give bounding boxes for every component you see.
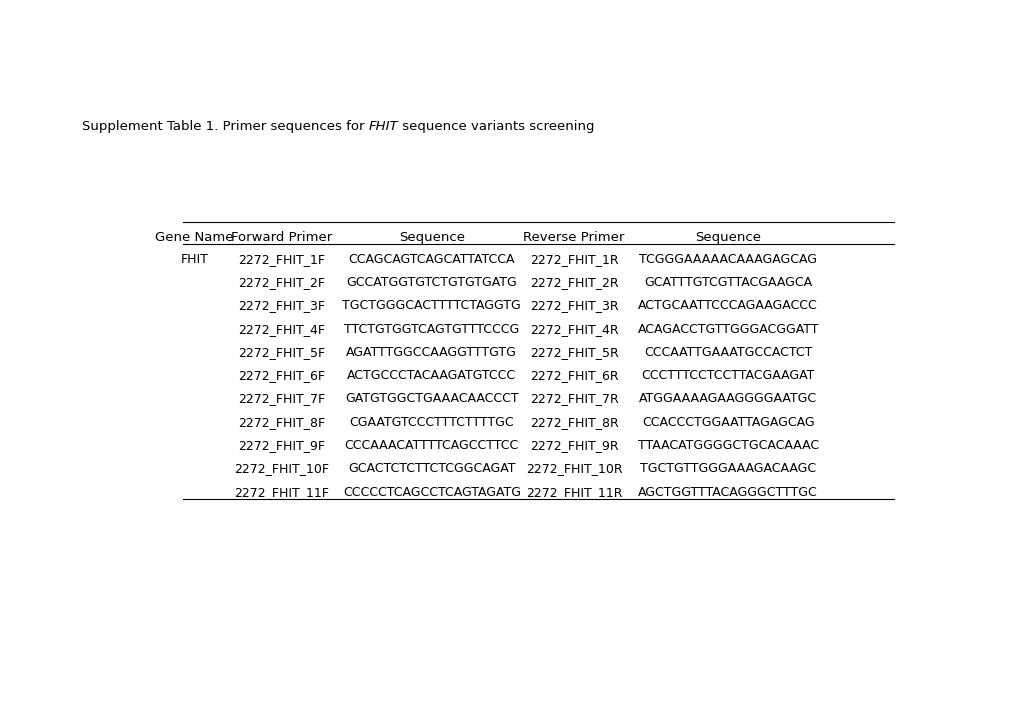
- Text: 2272_FHIT_2F: 2272_FHIT_2F: [237, 276, 325, 289]
- Text: CCCAAACATTTTCAGCCTTCC: CCCAAACATTTTCAGCCTTCC: [344, 439, 519, 452]
- Text: 2272_FHIT_5R: 2272_FHIT_5R: [529, 346, 618, 359]
- Text: FHIT: FHIT: [180, 253, 209, 266]
- Text: 2272_FHIT_9R: 2272_FHIT_9R: [529, 439, 618, 452]
- Text: 2272_FHIT_1R: 2272_FHIT_1R: [529, 253, 618, 266]
- Text: CCACCCTGGAATTAGAGCAG: CCACCCTGGAATTAGAGCAG: [641, 415, 814, 428]
- Text: TGCTGGGCACTTTTCTAGGTG: TGCTGGGCACTTTTCTAGGTG: [342, 300, 521, 312]
- Text: 2272_FHIT_6F: 2272_FHIT_6F: [237, 369, 325, 382]
- Text: GATGTGGCTGAAACAACCCT: GATGTGGCTGAAACAACCCT: [344, 392, 518, 405]
- Text: 2272_FHIT_2R: 2272_FHIT_2R: [529, 276, 618, 289]
- Text: ATGGAAAAGAAGGGGAATGC: ATGGAAAAGAAGGGGAATGC: [639, 392, 816, 405]
- Text: 2272_FHIT_8R: 2272_FHIT_8R: [529, 415, 618, 428]
- Text: TGCTGTTGGGAAAGACAAGC: TGCTGTTGGGAAAGACAAGC: [640, 462, 815, 475]
- Text: CCAGCAGTCAGCATTATCCA: CCAGCAGTCAGCATTATCCA: [348, 253, 515, 266]
- Text: Sequence: Sequence: [398, 230, 465, 243]
- Text: CCCCCTCAGCCTCAGTAGATG: CCCCCTCAGCCTCAGTAGATG: [342, 485, 521, 498]
- Text: GCACTCTCTTCTCGGCAGAT: GCACTCTCTTCTCGGCAGAT: [347, 462, 515, 475]
- Text: 2272_FHIT_3R: 2272_FHIT_3R: [529, 300, 618, 312]
- Text: AGATTTGGCCAAGGTTTGTG: AGATTTGGCCAAGGTTTGTG: [346, 346, 517, 359]
- Text: 2272_FHIT_11R: 2272_FHIT_11R: [526, 485, 622, 498]
- Text: Reverse Primer: Reverse Primer: [523, 230, 625, 243]
- Text: Gene Name: Gene Name: [155, 230, 233, 243]
- Text: ACTGCCCTACAAGATGTCCC: ACTGCCCTACAAGATGTCCC: [346, 369, 516, 382]
- Text: TTCTGTGGTCAGTGTTTCCCG: TTCTGTGGTCAGTGTTTCCCG: [343, 323, 519, 336]
- Text: 2272_FHIT_11F: 2272_FHIT_11F: [234, 485, 329, 498]
- Text: 2272_FHIT_5F: 2272_FHIT_5F: [237, 346, 325, 359]
- Text: 2272_FHIT_7R: 2272_FHIT_7R: [529, 392, 618, 405]
- Text: 2272_FHIT_3F: 2272_FHIT_3F: [237, 300, 325, 312]
- Text: 2272_FHIT_9F: 2272_FHIT_9F: [237, 439, 325, 452]
- Text: GCATTTGTCGTTACGAAGCA: GCATTTGTCGTTACGAAGCA: [644, 276, 811, 289]
- Text: GCCATGGTGTCTGTGTGATG: GCCATGGTGTCTGTGTGATG: [346, 276, 517, 289]
- Text: 2272_FHIT_7F: 2272_FHIT_7F: [237, 392, 325, 405]
- Text: ACTGCAATTCCCAGAAGACCC: ACTGCAATTCCCAGAAGACCC: [638, 300, 817, 312]
- Text: CCCAATTGAAATGCCACTCT: CCCAATTGAAATGCCACTCT: [643, 346, 812, 359]
- Text: 2272_FHIT_4R: 2272_FHIT_4R: [529, 323, 618, 336]
- Text: FHIT: FHIT: [368, 120, 397, 133]
- Text: TCGGGAAAAACAAAGAGCAG: TCGGGAAAAACAAAGAGCAG: [639, 253, 816, 266]
- Text: CCCTTTCCTCCTTACGAAGAT: CCCTTTCCTCCTTACGAAGAT: [641, 369, 814, 382]
- Text: 2272_FHIT_8F: 2272_FHIT_8F: [237, 415, 325, 428]
- Text: Forward Primer: Forward Primer: [230, 230, 332, 243]
- Text: CGAATGTCCCTTTCTTTTGC: CGAATGTCCCTTTCTTTTGC: [350, 415, 514, 428]
- Text: sequence variants screening: sequence variants screening: [397, 120, 594, 133]
- Text: 2272_FHIT_10F: 2272_FHIT_10F: [234, 462, 329, 475]
- Text: 2272_FHIT_6R: 2272_FHIT_6R: [529, 369, 618, 382]
- Text: TTAACATGGGGCTGCACAAAC: TTAACATGGGGCTGCACAAAC: [637, 439, 818, 452]
- Text: 2272_FHIT_10R: 2272_FHIT_10R: [526, 462, 622, 475]
- Text: ACAGACCTGTTGGGACGGATT: ACAGACCTGTTGGGACGGATT: [637, 323, 818, 336]
- Text: 2272_FHIT_4F: 2272_FHIT_4F: [237, 323, 325, 336]
- Text: 2272_FHIT_1F: 2272_FHIT_1F: [237, 253, 325, 266]
- Text: Sequence: Sequence: [695, 230, 760, 243]
- Text: AGCTGGTTTACAGGGCTTTGC: AGCTGGTTTACAGGGCTTTGC: [638, 485, 817, 498]
- Text: Supplement Table 1. Primer sequences for: Supplement Table 1. Primer sequences for: [82, 120, 368, 133]
